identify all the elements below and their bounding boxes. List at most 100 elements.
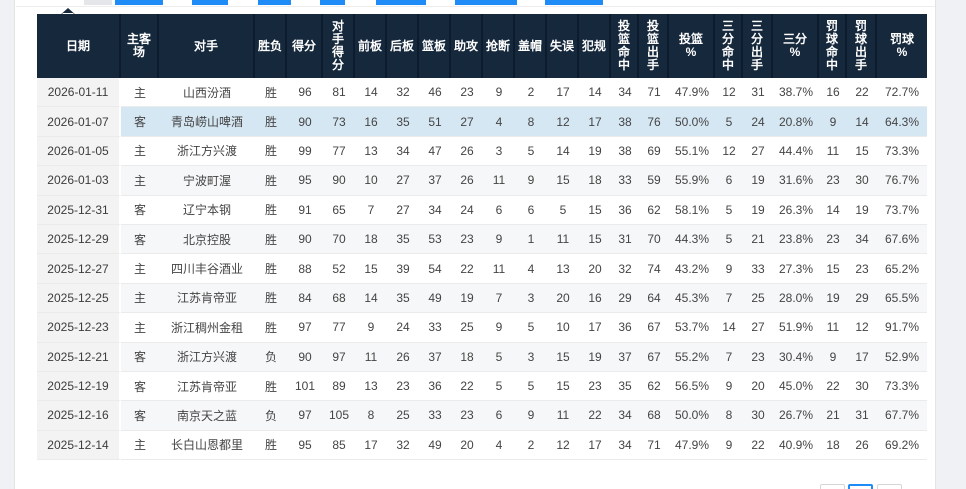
cell-assists: 27 — [451, 107, 483, 137]
cell-assists: 22 — [451, 254, 483, 284]
sort-caret-icon[interactable] — [59, 8, 77, 16]
column-header-turnovers[interactable]: 失误 — [547, 14, 579, 78]
cell-def-rebounds: 32 — [387, 430, 419, 461]
cell-home-away: 主 — [121, 78, 159, 108]
cell-three-made: 5 — [715, 107, 743, 137]
cell-fg-att: 68 — [639, 401, 669, 431]
cell-home-away: 主 — [121, 430, 159, 461]
top-tab-remnant[interactable] — [455, 0, 517, 5]
cell-turnovers: 5 — [547, 195, 579, 225]
table-row[interactable]: 2025-12-16 客南京天之蓝负 97 105 8 25 33 23 6 9 11 22 34 68 5… — [37, 401, 927, 431]
column-header-ft-pct[interactable]: 罚球 % — [877, 14, 927, 78]
column-header-fg-pct[interactable]: 投篮 % — [669, 14, 715, 78]
top-tab-remnant[interactable] — [115, 0, 163, 5]
cell-ft-att: 14 — [847, 107, 877, 137]
column-header-date[interactable]: 日期 — [37, 14, 121, 78]
column-header-three-att[interactable]: 三 分 出 手 — [743, 14, 773, 78]
table-row[interactable]: 2026-01-05 主浙江方兴渡胜 99 77 13 34 47 26 3 5 14 19 38 69 5… — [37, 136, 927, 167]
column-header-fg-made[interactable]: 投 篮 命 中 — [611, 14, 639, 78]
table-row[interactable]: 2025-12-23 主浙江稠州金租胜 97 77 9 24 33 25 9 5 10 17 36 67 5… — [37, 313, 927, 343]
cell-date: 2025-12-31 — [37, 195, 121, 225]
column-header-off-rebounds[interactable]: 前板 — [355, 14, 387, 78]
column-header-opponent[interactable]: 对手 — [159, 14, 255, 78]
column-header-ft-made[interactable]: 罚 球 命 中 — [819, 14, 847, 78]
cell-opponent: 南京天之蓝 — [159, 401, 255, 431]
table-row[interactable]: 2026-01-11 主山西汾酒胜 96 81 14 32 46 23 9 2 17 14 34 71 47… — [37, 78, 927, 108]
column-header-home-away[interactable]: 主客 场 — [121, 14, 159, 78]
cell-three-att: 22 — [743, 430, 773, 461]
cell-ft-att: 34 — [847, 224, 877, 255]
cell-def-rebounds: 27 — [387, 166, 419, 196]
column-header-rebounds[interactable]: 篮板 — [419, 14, 451, 78]
cell-three-att: 25 — [743, 283, 773, 314]
column-header-three-pct[interactable]: 三分 % — [773, 14, 819, 78]
cell-result: 负 — [255, 342, 287, 372]
cell-fg-made: 32 — [611, 254, 639, 284]
table-row[interactable]: 2025-12-29 客北京控股胜 90 70 18 35 53 23 9 1 11 15 31 70 44… — [37, 224, 927, 255]
cell-three-pct: 51.9% — [773, 313, 819, 343]
cell-date: 2025-12-21 — [37, 342, 121, 372]
table-row[interactable]: 2025-12-19 客江苏肯帝亚胜 101 89 13 23 36 22 5 5 15 23 35 62… — [37, 371, 927, 402]
top-tab-remnant[interactable] — [320, 0, 345, 5]
cell-fg-att: 76 — [639, 107, 669, 137]
column-header-three-made[interactable]: 三 分 命 中 — [715, 14, 743, 78]
cell-result: 负 — [255, 401, 287, 431]
cell-rebounds: 49 — [419, 283, 451, 314]
column-header-fouls[interactable]: 犯规 — [579, 14, 611, 78]
cell-rebounds: 37 — [419, 166, 451, 196]
cell-ft-att: 29 — [847, 283, 877, 314]
top-tab-remnant[interactable] — [376, 0, 426, 5]
table-row[interactable]: 2025-12-31 客辽宁本钢胜 91 65 7 27 34 24 6 6 5 15 36 62 58.1… — [37, 195, 927, 225]
cell-three-att: 23 — [743, 342, 773, 372]
cell-rebounds: 33 — [419, 313, 451, 343]
cell-blocks: 9 — [515, 401, 547, 431]
table-row[interactable]: 2025-12-21 客浙江方兴渡负 90 97 11 26 37 18 5 3 15 19 37 67 5… — [37, 342, 927, 372]
column-header-blocks[interactable]: 盖帽 — [515, 14, 547, 78]
top-tab-remnant[interactable] — [258, 0, 291, 5]
top-tab-remnant[interactable] — [84, 0, 112, 5]
column-header-fg-att[interactable]: 投 篮 出 手 — [639, 14, 669, 78]
cell-fouls: 22 — [579, 401, 611, 431]
cell-steals: 5 — [483, 371, 515, 402]
cell-off-rebounds: 13 — [355, 136, 387, 167]
table-row[interactable]: 2026-01-07 客青岛崂山啤酒胜 90 73 16 35 51 27 4 8 12 17 38 76… — [37, 107, 927, 137]
cell-fg-att: 67 — [639, 342, 669, 372]
cell-fg-made: 35 — [611, 371, 639, 402]
cell-home-away: 主 — [121, 254, 159, 284]
cell-three-pct: 26.7% — [773, 401, 819, 431]
cell-steals: 11 — [483, 166, 515, 196]
cell-fg-made: 34 — [611, 430, 639, 461]
top-tab-remnant[interactable] — [545, 0, 603, 5]
cell-three-made: 7 — [715, 283, 743, 314]
pagination-prev-button[interactable] — [820, 484, 845, 489]
game-stats-table: 日期 主客 场对手 胜负 得分对 手 得 分前板 后板 篮板 助攻 抢断 盖帽 失误 犯规投 篮 命… — [37, 14, 927, 461]
cell-ft-att: 22 — [847, 78, 877, 108]
table-row[interactable]: 2025-12-25 主江苏肯帝亚胜 84 68 14 35 49 19 7 3 20 16 29 64 4… — [37, 283, 927, 314]
column-header-def-rebounds[interactable]: 后板 — [387, 14, 419, 78]
column-header-ft-att[interactable]: 罚 球 出 手 — [847, 14, 877, 78]
cell-three-made: 9 — [715, 430, 743, 461]
cell-fg-att: 74 — [639, 254, 669, 284]
cell-off-rebounds: 11 — [355, 342, 387, 372]
column-header-assists[interactable]: 助攻 — [451, 14, 483, 78]
cell-fouls: 23 — [579, 371, 611, 402]
table-header-row: 日期 主客 场对手 胜负 得分对 手 得 分前板 后板 篮板 助攻 抢断 盖帽 失误 犯规投 篮 命… — [37, 14, 927, 78]
column-header-steals[interactable]: 抢断 — [483, 14, 515, 78]
column-header-opp-points[interactable]: 对 手 得 分 — [323, 14, 355, 78]
top-tab-remnant[interactable] — [192, 0, 228, 5]
page-left-gutter — [0, 0, 15, 489]
cell-result: 胜 — [255, 195, 287, 225]
cell-three-att: 20 — [743, 371, 773, 402]
pagination-current-button[interactable] — [848, 484, 873, 489]
cell-rebounds: 46 — [419, 78, 451, 108]
cell-three-pct: 45.0% — [773, 371, 819, 402]
table-row[interactable]: 2025-12-27 主四川丰谷酒业胜 88 52 15 39 54 22 11 4 13 20 32 7… — [37, 254, 927, 284]
table-row[interactable]: 2026-01-03 主宁波町渥胜 95 90 10 27 37 26 11 9 15 18 33 59 5… — [37, 166, 927, 196]
column-header-result[interactable]: 胜负 — [255, 14, 287, 78]
column-header-points[interactable]: 得分 — [287, 14, 323, 78]
cell-blocks: 1 — [515, 224, 547, 255]
table-row[interactable]: 2025-12-14 主长白山恩都里胜 95 85 17 32 49 20 4 2 12 17 34 71… — [37, 430, 927, 461]
pagination-next-button[interactable] — [877, 484, 902, 489]
cell-result: 胜 — [255, 283, 287, 314]
